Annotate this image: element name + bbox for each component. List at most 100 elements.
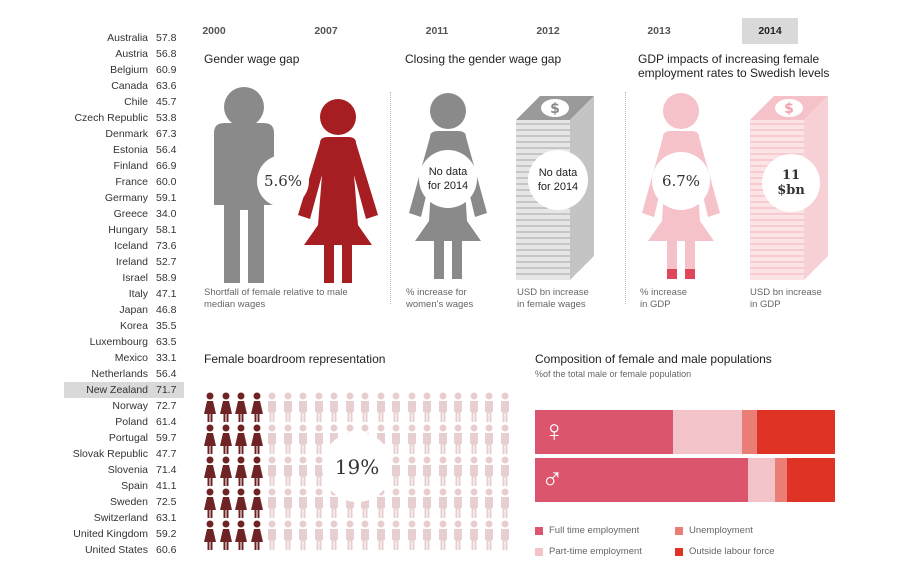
country-value: 33.1 [156, 352, 177, 364]
country-row[interactable]: Belgium 60.9 [64, 62, 184, 78]
board-member-icon [485, 488, 493, 518]
country-row[interactable]: Norway 72.7 [64, 398, 184, 414]
country-row[interactable]: Poland 61.4 [64, 414, 184, 430]
country-name: Luxembourg [89, 336, 148, 348]
country-row[interactable]: Portugal 59.7 [64, 430, 184, 446]
country-name: Spain [121, 480, 148, 492]
year-tab-2000[interactable]: 2000 [202, 25, 226, 37]
female-board-member-icon [204, 456, 216, 486]
country-row[interactable]: Italy 47.1 [64, 286, 184, 302]
country-row[interactable]: Netherlands 56.4 [64, 366, 184, 382]
board-member-icon [330, 392, 338, 422]
country-value: 59.7 [156, 432, 177, 444]
gdp-pct-caption-line2: in GDP [640, 299, 671, 310]
bar-segment [775, 458, 787, 502]
wage-gap-caption-line2: median wages [204, 299, 266, 310]
country-row[interactable]: Israel 58.9 [64, 270, 184, 286]
female-board-member-icon [235, 424, 247, 454]
legend-outside-labour: Outside labour force [675, 546, 775, 557]
male-composition-bar [535, 458, 835, 502]
country-name: Slovenia [107, 464, 148, 476]
country-value: 41.1 [156, 480, 177, 492]
board-member-icon [392, 424, 400, 454]
board-member-icon [392, 456, 400, 486]
female-composition-bar [535, 410, 835, 454]
country-value: 34.0 [156, 208, 177, 220]
country-row[interactable]: Australia 57.8 [64, 30, 184, 46]
country-row[interactable]: United Kingdom 59.2 [64, 526, 184, 542]
country-row[interactable]: Switzerland 63.1 [64, 510, 184, 526]
female-board-member-icon [250, 424, 263, 454]
country-name: Slovak Republic [72, 448, 148, 460]
board-member-icon [299, 488, 307, 518]
country-row[interactable]: Mexico 33.1 [64, 350, 184, 366]
country-row[interactable]: Austria 56.8 [64, 46, 184, 62]
board-member-icon [361, 520, 369, 550]
usd-wages-caption-line1: USD bn increase [517, 287, 589, 298]
country-value: 63.5 [156, 336, 177, 348]
country-row[interactable]: Chile 45.7 [64, 94, 184, 110]
country-row[interactable]: Luxembourg 63.5 [64, 334, 184, 350]
country-row[interactable]: Estonia 56.4 [64, 142, 184, 158]
country-row[interactable]: Ireland 52.7 [64, 254, 184, 270]
wage-gap-caption-line1: Shortfall of female relative to male [204, 287, 348, 298]
country-row[interactable]: New Zealand 71.7 [64, 382, 184, 398]
svg-text:$: $ [784, 101, 794, 117]
year-tab-2012[interactable]: 2012 [536, 25, 560, 37]
country-row[interactable]: Slovenia 71.4 [64, 462, 184, 478]
female-person-icon [298, 99, 378, 283]
female-board-member-icon [204, 392, 216, 422]
board-member-icon [407, 424, 416, 454]
country-name: Netherlands [91, 368, 148, 380]
country-row[interactable]: Finland 66.9 [64, 158, 184, 174]
country-row[interactable]: Korea 35.5 [64, 318, 184, 334]
country-row[interactable]: Sweden 72.5 [64, 494, 184, 510]
country-row[interactable]: Canada 63.6 [64, 78, 184, 94]
country-row[interactable]: Denmark 67.3 [64, 126, 184, 142]
gdp-usd-circle: 11 $bn [762, 154, 820, 212]
female-board-member-icon [250, 520, 263, 550]
country-value: 71.7 [156, 384, 177, 396]
country-row[interactable]: United States 60.6 [64, 542, 184, 558]
country-row[interactable]: Hungary 58.1 [64, 222, 184, 238]
female-board-member-icon [250, 456, 263, 486]
year-tab-2007[interactable]: 2007 [314, 25, 338, 37]
board-member-icon [376, 520, 385, 550]
board-member-icon [376, 392, 385, 422]
legend-label: Unemployment [689, 525, 753, 536]
female-board-member-icon [219, 520, 232, 550]
female-board-member-icon [219, 424, 232, 454]
year-tab-2011[interactable]: 2011 [425, 25, 449, 37]
usd-wages-caption-line2: in female wages [517, 299, 586, 310]
country-name: Ireland [115, 256, 148, 268]
female-board-member-icon [204, 424, 216, 454]
country-row[interactable]: Greece 34.0 [64, 206, 184, 222]
country-row[interactable]: Iceland 73.6 [64, 238, 184, 254]
country-row[interactable]: Japan 46.8 [64, 302, 184, 318]
women-wages-caption-line1: % increase for [406, 287, 467, 298]
board-member-icon [392, 488, 400, 518]
country-name: France [115, 176, 148, 188]
country-row[interactable]: Spain 41.1 [64, 478, 184, 494]
female-board-member-icon [235, 456, 247, 486]
country-name: United States [84, 544, 148, 556]
boardroom-title: Female boardroom representation [204, 352, 386, 366]
country-name: Belgium [110, 64, 148, 76]
country-row[interactable]: Slovak Republic 47.7 [64, 446, 184, 462]
country-row[interactable]: Czech Republic 53.8 [64, 110, 184, 126]
legend-swatch [675, 547, 683, 556]
board-member-icon [485, 456, 493, 486]
country-value: 72.5 [156, 496, 177, 508]
board-member-icon [438, 520, 447, 550]
year-tab-2013[interactable]: 2013 [647, 25, 671, 37]
board-member-icon [314, 456, 323, 486]
year-tab-2014[interactable]: 2014 [742, 18, 798, 44]
board-member-icon [469, 392, 478, 422]
country-row[interactable]: Germany 59.1 [64, 190, 184, 206]
board-member-icon [299, 456, 307, 486]
board-member-icon [485, 424, 493, 454]
male-symbol-icon: ♂ [541, 463, 564, 496]
country-row[interactable]: France 60.0 [64, 174, 184, 190]
country-value: 56.4 [156, 368, 177, 380]
wage-gap-value: 5.6% [257, 155, 309, 207]
